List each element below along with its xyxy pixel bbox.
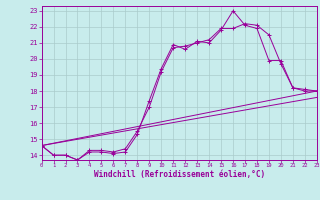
X-axis label: Windchill (Refroidissement éolien,°C): Windchill (Refroidissement éolien,°C)	[94, 170, 265, 179]
